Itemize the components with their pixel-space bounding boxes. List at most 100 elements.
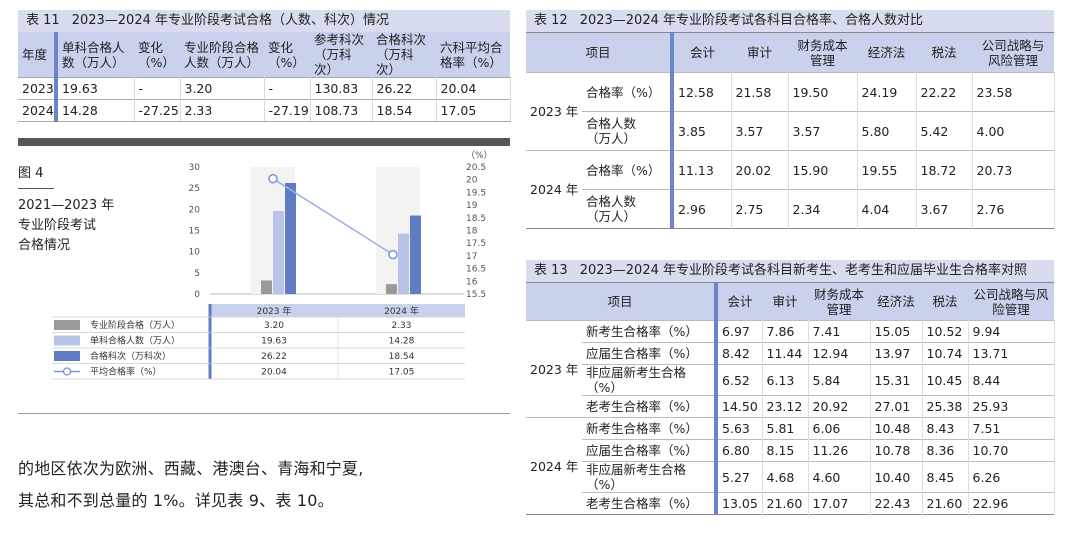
table-cell: 6.97 xyxy=(714,320,763,343)
table-cell: 10.52 xyxy=(922,320,969,343)
table11-header-row: 年度 单科合格人数（万人） 变化（%） 专业阶段合格人数（万人） 变化（%） 参… xyxy=(18,32,510,78)
bar xyxy=(261,280,272,294)
table12-number: 表 12 xyxy=(534,13,568,28)
legend-label: 单科合格人数（万人） xyxy=(90,335,180,347)
table-cell: 11.13 xyxy=(670,150,732,190)
table-cell: 20.04 xyxy=(436,77,511,100)
table-cell: 5.81 xyxy=(762,417,809,440)
row-label: 应届生合格率（%） xyxy=(582,342,717,365)
year-cell: 2024 年 xyxy=(526,150,582,229)
table-cell: 8.44 xyxy=(968,364,1055,396)
table-cell: 26.22 xyxy=(372,77,437,100)
table-cell: 130.83 xyxy=(310,77,373,100)
table-cell: 13.97 xyxy=(870,342,923,365)
x-tick-label: 2023 年 xyxy=(257,305,292,317)
table-row: 2023 19.63 - 3.20 - 130.83 26.22 20.04 xyxy=(18,77,511,100)
table-cell: 14.28 xyxy=(54,99,135,122)
data-label: 19.63 xyxy=(261,337,287,347)
table-row: 老考生合格率（%） 13.05 21.60 17.07 22.43 21.60 22.96 xyxy=(526,492,1055,515)
bar xyxy=(285,183,296,294)
figure4-chart: 30 25 20 15 10 5 0 20.5 20 19.5 19 18.5 18 17.5 17 16.5… xyxy=(52,150,493,380)
data-label: 18.54 xyxy=(389,352,415,362)
table-cell: 19.55 xyxy=(857,150,917,190)
figure4-label: 图 4 xyxy=(18,166,44,181)
y2-tick-label: 15.5 xyxy=(466,290,486,300)
table-cell: 22.96 xyxy=(968,492,1055,515)
row-label: 老考生合格率（%） xyxy=(582,395,717,418)
row-label: 老考生合格率（%） xyxy=(582,492,717,515)
table-cell: 5.80 xyxy=(857,111,917,151)
legend-label: 专业阶段合格（万人） xyxy=(90,319,180,331)
table-cell: 10.70 xyxy=(968,439,1055,462)
y-tick-label: 30 xyxy=(189,163,201,173)
table12-header: 税法 xyxy=(916,32,973,73)
table11-header: 六科平均合格率（%） xyxy=(436,32,510,78)
data-label: 20.04 xyxy=(261,368,287,378)
table11-header: 年度 xyxy=(18,32,56,78)
table-cell: 3.57 xyxy=(788,111,858,151)
table13-number: 表 13 xyxy=(534,263,568,278)
y-tick-label: 5 xyxy=(194,269,200,279)
table11-header: 单科合格人数（万人） xyxy=(54,32,134,78)
table-cell: 17.05 xyxy=(436,99,511,122)
table-cell: 20.92 xyxy=(808,395,871,418)
table-cell: 3.85 xyxy=(670,111,732,151)
year-cell: 2023 年 xyxy=(526,320,582,418)
table-cell: 2.75 xyxy=(731,189,789,229)
figure4-title-line: 专业阶段考试 xyxy=(18,218,97,233)
table-row: 合格人数（万人） 3.85 3.57 3.57 5.80 5.42 4.00 xyxy=(526,111,1055,151)
table12-header: 项目 xyxy=(526,32,673,73)
legend-label: 合格科次（万科次） xyxy=(90,350,171,362)
table-row: 2023 年合格率（%） 12.58 21.58 19.50 24.19 22.22 23.… xyxy=(526,72,1055,151)
table-cell: -27.19 xyxy=(264,99,311,122)
table-row: 合格人数（万人） 2.96 2.75 2.34 4.04 3.67 2.76 xyxy=(526,189,1055,229)
data-label: 14.28 xyxy=(389,337,415,347)
table11-number: 表 11 xyxy=(26,13,60,28)
table-cell: 18.72 xyxy=(916,150,973,190)
table-cell: 8.43 xyxy=(922,417,969,440)
table-cell: 10.78 xyxy=(870,439,923,462)
table-cell: -27.25 xyxy=(134,99,181,122)
table-cell: 10.48 xyxy=(870,417,923,440)
row-label: 应届生合格率（%） xyxy=(582,439,717,462)
table-cell: 20.73 xyxy=(972,150,1055,190)
table13-header-row: 项目 会计 审计 财务成本管理 经济法 税法 公司战略与风险管理 xyxy=(526,282,1055,321)
table12-caption: 表 12 2023—2024 年专业阶段考试各科目合格率、合格人数对比 xyxy=(526,10,1054,32)
table-cell: 3.57 xyxy=(731,111,789,151)
table-cell: 6.26 xyxy=(968,461,1055,493)
table-cell: 27.01 xyxy=(870,395,923,418)
table11-caption: 表 11 2023—2024 年专业阶段考试合格（人数、科次）情况 xyxy=(18,10,510,32)
table-cell: 6.06 xyxy=(808,417,871,440)
table-cell: 19.63 xyxy=(54,77,135,100)
table-cell: 13.71 xyxy=(968,342,1055,365)
table-cell: 22.22 xyxy=(916,72,973,112)
table-cell: 2.96 xyxy=(670,189,732,229)
table-cell: 7.41 xyxy=(808,320,871,343)
y2-tick-label: 19.5 xyxy=(466,188,486,198)
table-cell: 10.74 xyxy=(922,342,969,365)
table-cell: 2.34 xyxy=(788,189,858,229)
bar xyxy=(398,233,409,294)
row-label: 合格率（%） xyxy=(582,150,673,190)
legend-line-marker xyxy=(62,367,72,376)
table-cell: 24.19 xyxy=(857,72,917,112)
table13: 项目 会计 审计 财务成本管理 经济法 税法 公司战略与风险管理 2023 年新… xyxy=(526,282,1055,515)
table-cell: 10.40 xyxy=(870,461,923,493)
bar xyxy=(410,215,421,294)
table-cell: 21.60 xyxy=(762,492,809,515)
table-cell: 18.54 xyxy=(372,99,437,122)
table-cell: 108.73 xyxy=(310,99,373,122)
table13-header: 公司战略与风险管理 xyxy=(968,282,1055,321)
table-row: 非应届新考生合格（%） 5.27 4.68 4.60 10.40 8.45 6.26 xyxy=(526,461,1055,493)
table-cell: 15.31 xyxy=(870,364,923,396)
table-row: 2024 年新考生合格率（%） 5.63 5.81 6.06 10.48 8.43 7.51 xyxy=(526,417,1055,515)
table-cell: 19.50 xyxy=(788,72,858,112)
y-tick-label: 0 xyxy=(194,290,200,300)
table-cell: 2.33 xyxy=(180,99,265,122)
table-cell: 5.63 xyxy=(714,417,763,440)
y-tick-label: 25 xyxy=(189,184,200,194)
table-cell: 4.04 xyxy=(857,189,917,229)
x-tick-label: 2024 年 xyxy=(384,305,419,317)
legend-swatch xyxy=(54,335,80,346)
table11: 年度 单科合格人数（万人） 变化（%） 专业阶段合格人数（万人） 变化（%） 参… xyxy=(18,32,511,122)
